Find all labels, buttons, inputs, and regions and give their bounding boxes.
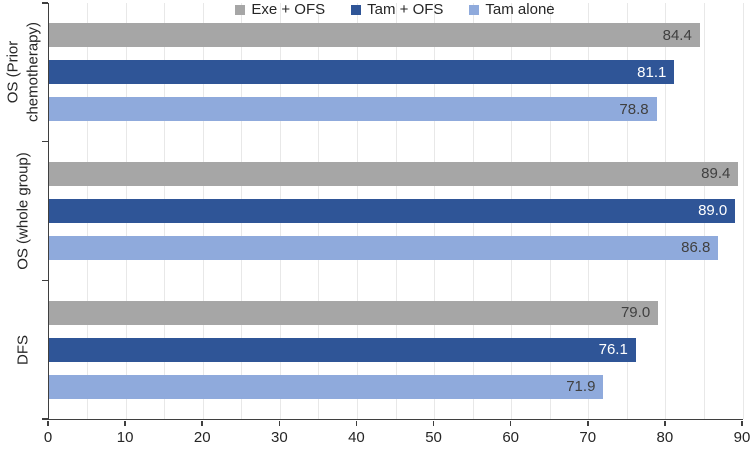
bar: 76.1: [49, 337, 636, 362]
bar-value-label: 81.1: [637, 63, 667, 81]
x-axis-tick: [664, 420, 666, 426]
bar-value-label: 89.4: [701, 165, 731, 183]
y-axis-category-label: DFS: [14, 334, 32, 365]
x-axis-tick-label: 50: [425, 429, 442, 446]
x-axis-tick-label: 10: [116, 429, 134, 446]
x-axis-tick: [509, 420, 512, 426]
bar-value-label: 89.0: [698, 202, 728, 220]
x-axis-tick: [432, 420, 435, 426]
x-axis-tick: [124, 420, 126, 426]
y-axis-category-label: OS (whole group): [14, 152, 32, 270]
legend-label: Tam + OFS: [367, 1, 444, 18]
x-axis-tick: [278, 420, 281, 426]
legend-swatch-icon: [235, 4, 246, 15]
bar-value-label: 78.8: [619, 100, 649, 118]
gridline: [742, 3, 744, 419]
bar-value-label: 71.9: [566, 378, 596, 396]
legend-label: Exe + OFS: [251, 1, 326, 18]
legend-item: Tam alone: [469, 1, 555, 18]
x-axis-tick: [587, 420, 589, 426]
x-axis-tick-label: 80: [656, 429, 674, 446]
x-axis-tick-label: 60: [502, 429, 519, 446]
x-axis-tick-label: 30: [270, 429, 288, 446]
x-axis-tick-label: 90: [733, 429, 750, 446]
legend-label: Tam alone: [485, 1, 555, 18]
legend-item: Exe + OFS: [235, 1, 325, 18]
plot-area: 84.4 81.1 78.8 89.4 89.0 86.8 79.0 76.1 71.9: [48, 3, 744, 420]
x-axis-tick: [47, 420, 49, 426]
bar-group: 84.4 81.1 78.8: [49, 3, 743, 142]
x-axis-tick: [741, 420, 743, 426]
bar-group: 89.4 89.0 86.8: [49, 142, 743, 281]
y-axis-tick: [42, 2, 48, 4]
legend-swatch-icon: [351, 4, 362, 15]
y-axis-tick: [42, 418, 48, 420]
bar-value-label: 79.0: [620, 304, 651, 322]
x-axis-tick: [355, 420, 358, 426]
bar: 86.8: [49, 235, 719, 260]
bar: 89.0: [49, 198, 736, 223]
bar: 81.1: [49, 60, 675, 85]
y-axis-tick: [42, 140, 48, 143]
bar-value-label: 84.4: [662, 26, 692, 44]
bar: 78.8: [49, 97, 657, 122]
bar-group: 79.0 76.1 71.9: [49, 280, 743, 419]
y-axis-category-label: OS (Prior chemotherapy): [4, 22, 42, 123]
chart-legend: Exe + OFS Tam + OFS Tam alone: [48, 1, 742, 18]
bar: 84.4: [49, 23, 700, 48]
legend-swatch-icon: [469, 4, 480, 15]
x-axis-tick-label: 0: [43, 429, 53, 446]
bar-value-label: 86.8: [681, 239, 711, 257]
bar-value-label: 76.1: [598, 341, 628, 359]
bar: 79.0: [49, 300, 659, 325]
x-axis-tick: [201, 420, 203, 426]
x-axis-tick-label: 20: [193, 429, 211, 446]
x-axis-tick-label: 70: [579, 429, 597, 446]
y-axis-tick: [42, 279, 48, 282]
bar: 71.9: [49, 374, 604, 399]
legend-item: Tam + OFS: [351, 1, 443, 18]
x-axis-tick-label: 40: [348, 429, 365, 446]
bar: 89.4: [49, 161, 739, 186]
